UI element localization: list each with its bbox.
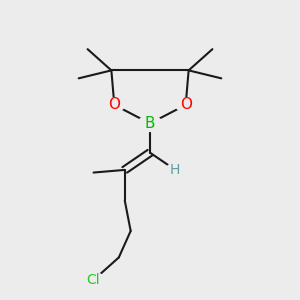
Ellipse shape (104, 98, 124, 112)
Text: B: B (145, 116, 155, 131)
Ellipse shape (176, 98, 196, 112)
Ellipse shape (166, 163, 184, 177)
Text: O: O (180, 98, 192, 112)
Text: Cl: Cl (87, 273, 100, 287)
Text: O: O (108, 98, 120, 112)
Text: H: H (170, 163, 181, 177)
Ellipse shape (82, 273, 105, 287)
Ellipse shape (138, 116, 162, 131)
